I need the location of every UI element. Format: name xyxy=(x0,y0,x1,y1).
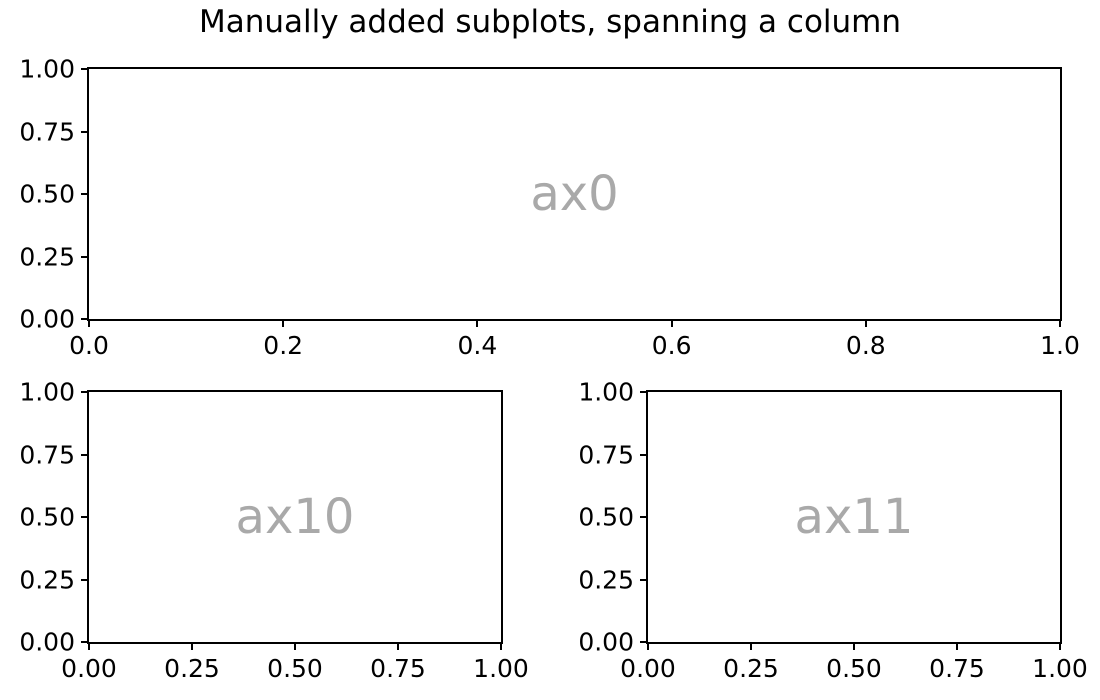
subplot-ax11-label: ax11 xyxy=(794,489,914,545)
y-tick-mark xyxy=(640,516,646,518)
subplot-ax10-label: ax10 xyxy=(235,489,355,545)
y-tick-label: 1.00 xyxy=(19,377,75,407)
y-tick-label: 0.00 xyxy=(19,627,75,657)
y-tick-mark xyxy=(640,578,646,581)
y-tick-mark xyxy=(81,130,87,133)
x-tick-mark xyxy=(853,644,855,650)
y-tick-mark xyxy=(81,391,87,393)
x-tick-label: 1.0 xyxy=(1040,331,1080,360)
x-tick-mark xyxy=(397,644,399,650)
x-tick-mark xyxy=(294,644,296,650)
x-tick-mark xyxy=(500,644,502,650)
x-tick-label: 1.00 xyxy=(1032,654,1088,683)
y-tick-label: 0.75 xyxy=(19,116,75,146)
y-tick-label: 0.50 xyxy=(578,502,634,532)
y-tick-label: 0.50 xyxy=(19,502,75,532)
x-tick-mark xyxy=(88,321,90,327)
x-tick-label: 0.00 xyxy=(61,654,117,683)
x-tick-mark xyxy=(1059,321,1061,327)
x-tick-mark xyxy=(670,321,673,327)
x-tick-mark xyxy=(1059,644,1061,650)
x-tick-mark xyxy=(647,644,649,650)
subplot-ax0: ax0 0.0 0.2 0.4 0.6 0.8 1.0 0.00 0.25 0.50 0.75 1.… xyxy=(19,55,1080,359)
y-tick-mark xyxy=(81,255,87,258)
y-tick-mark xyxy=(81,578,87,581)
y-tick-label: 0.25 xyxy=(578,564,634,594)
x-tick-mark xyxy=(282,321,285,327)
y-tick-mark xyxy=(81,453,87,456)
x-tick-mark xyxy=(191,644,193,650)
x-tick-mark xyxy=(956,644,958,650)
x-tick-label: 0.0 xyxy=(69,331,109,360)
y-tick-label: 0.00 xyxy=(19,304,75,334)
y-tick-label: 1.00 xyxy=(19,54,75,84)
y-tick-label: 0.75 xyxy=(578,439,634,469)
x-tick-label: 1.00 xyxy=(473,654,529,683)
x-tick-label: 0.4 xyxy=(457,331,498,360)
subplot-ax10: ax10 0.00 0.25 0.50 0.75 1.00 0.00 0.25 0.50 0.7… xyxy=(19,378,529,682)
y-tick-mark xyxy=(640,641,646,643)
x-tick-label: 0.6 xyxy=(651,331,692,360)
y-tick-mark xyxy=(81,193,87,195)
figure-title: Manually added subplots, spanning a colu… xyxy=(198,4,902,40)
y-tick-label: 0.25 xyxy=(19,241,75,271)
y-tick-label: 0.25 xyxy=(19,564,75,594)
subplot-ax11: ax11 0.00 0.25 0.50 0.75 1.00 0.00 0.25 0.50 0.7… xyxy=(578,378,1088,682)
x-tick-mark xyxy=(88,644,90,650)
x-tick-label: 0.25 xyxy=(164,654,220,683)
y-tick-label: 0.00 xyxy=(578,627,634,657)
y-tick-mark xyxy=(640,391,646,393)
y-tick-label: 0.50 xyxy=(19,179,75,209)
x-tick-label: 0.25 xyxy=(723,654,779,683)
y-tick-mark xyxy=(81,318,87,320)
y-tick-mark xyxy=(81,516,87,518)
y-tick-mark xyxy=(640,453,646,456)
y-tick-label: 0.75 xyxy=(19,439,75,469)
subplot-ax0-label: ax0 xyxy=(530,166,619,222)
y-tick-label: 1.00 xyxy=(578,377,634,407)
x-tick-label: 0.50 xyxy=(826,654,882,683)
y-tick-mark xyxy=(81,68,87,70)
y-tick-mark xyxy=(81,641,87,643)
x-tick-label: 0.00 xyxy=(620,654,676,683)
x-tick-label: 0.75 xyxy=(370,654,426,683)
x-tick-label: 0.50 xyxy=(267,654,323,683)
x-tick-mark xyxy=(750,644,752,650)
x-tick-label: 0.75 xyxy=(929,654,985,683)
x-tick-mark xyxy=(476,321,479,327)
x-tick-mark xyxy=(864,321,867,327)
x-tick-label: 0.8 xyxy=(845,331,886,360)
x-tick-label: 0.2 xyxy=(263,331,304,360)
